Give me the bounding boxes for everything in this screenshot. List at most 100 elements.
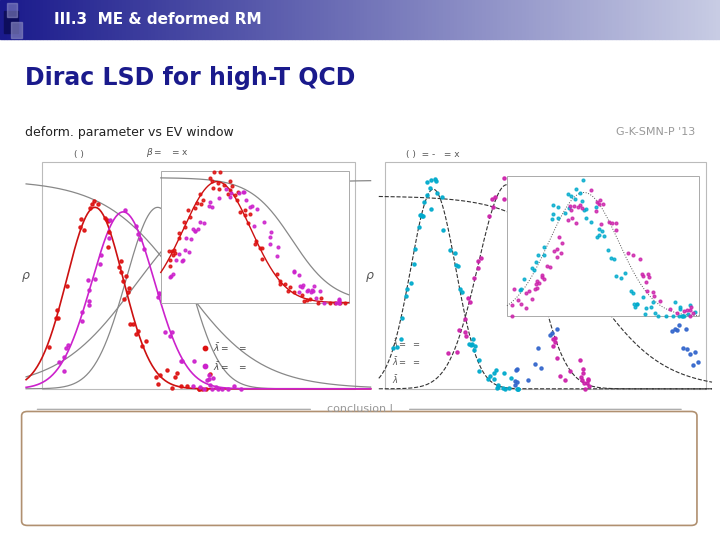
Point	[554, 372, 566, 381]
Bar	[616, 0, 619, 39]
Point	[416, 211, 428, 220]
Bar	[410, 0, 414, 39]
Point	[596, 227, 608, 235]
Point	[582, 375, 593, 383]
Point	[171, 256, 182, 265]
Point	[645, 303, 657, 312]
Point	[293, 271, 305, 279]
Bar	[335, 0, 338, 39]
Point	[520, 230, 531, 239]
Point	[467, 335, 478, 343]
Point	[636, 252, 648, 260]
Point	[547, 342, 559, 350]
Point	[258, 218, 270, 226]
Point	[575, 188, 586, 197]
Bar	[468, 0, 472, 39]
Bar	[338, 0, 342, 39]
Point	[214, 167, 225, 176]
Bar	[684, 0, 688, 39]
Point	[625, 287, 636, 295]
Point	[602, 245, 613, 254]
Bar	[302, 0, 306, 39]
Bar	[324, 0, 328, 39]
Bar	[580, 0, 583, 39]
Point	[302, 295, 313, 304]
Text: $\bar{\lambda}=$  =: $\bar{\lambda}=$ =	[392, 337, 420, 350]
Bar	[79, 0, 83, 39]
Point	[529, 267, 541, 275]
Point	[669, 324, 680, 333]
Point	[302, 286, 314, 294]
Point	[315, 287, 326, 295]
Bar	[36, 0, 40, 39]
Point	[580, 204, 592, 213]
Bar	[486, 0, 490, 39]
Point	[614, 232, 626, 240]
Point	[552, 245, 563, 254]
Point	[578, 206, 590, 215]
Point	[199, 384, 210, 393]
Point	[472, 257, 484, 266]
Point	[164, 332, 176, 341]
Point	[530, 280, 541, 288]
Point	[333, 298, 345, 307]
Point	[315, 294, 326, 302]
Bar	[508, 0, 511, 39]
Text: $\bar{\lambda}$: $\bar{\lambda}$	[392, 373, 399, 386]
Point	[566, 214, 577, 222]
Bar	[529, 0, 533, 39]
Point	[649, 282, 660, 291]
Bar	[40, 0, 43, 39]
Point	[567, 284, 579, 293]
Point	[685, 301, 696, 309]
Bar	[292, 0, 295, 39]
Point	[76, 316, 87, 325]
Point	[552, 354, 563, 362]
Point	[83, 275, 94, 284]
Point	[198, 219, 210, 228]
Point	[222, 190, 233, 199]
Text: 1.4: 1.4	[642, 295, 654, 304]
Point	[168, 246, 180, 254]
Point	[171, 369, 183, 377]
Text: ( ): ( )	[74, 150, 84, 159]
Point	[62, 281, 73, 290]
Point	[181, 233, 192, 242]
Text: ρ: ρ	[366, 269, 373, 282]
Point	[689, 307, 701, 316]
Point	[50, 314, 62, 322]
Point	[570, 300, 582, 308]
Bar	[526, 0, 529, 39]
Point	[204, 202, 215, 211]
Point	[528, 265, 539, 274]
Point	[533, 344, 544, 353]
Bar	[626, 0, 630, 39]
Point	[52, 314, 63, 322]
Bar	[349, 0, 353, 39]
Point	[591, 233, 603, 241]
Point	[212, 384, 224, 393]
Point	[204, 381, 216, 389]
Point	[451, 260, 462, 269]
Point	[533, 279, 544, 287]
Point	[204, 371, 215, 380]
Point	[254, 243, 266, 252]
Bar	[97, 0, 101, 39]
Point	[449, 248, 461, 257]
Point	[58, 367, 70, 376]
Point	[206, 203, 217, 212]
Point	[548, 247, 559, 255]
Bar	[252, 0, 256, 39]
Bar	[130, 0, 133, 39]
Point	[288, 288, 300, 296]
Point	[593, 231, 605, 240]
Point	[58, 352, 70, 361]
Text: ( )  = -   = x: ( ) = - = x	[407, 150, 460, 159]
Point	[561, 294, 572, 302]
Point	[266, 228, 277, 237]
Bar	[554, 0, 558, 39]
Point	[122, 288, 134, 296]
Point	[197, 196, 208, 205]
Point	[207, 177, 218, 185]
Point	[185, 235, 197, 244]
